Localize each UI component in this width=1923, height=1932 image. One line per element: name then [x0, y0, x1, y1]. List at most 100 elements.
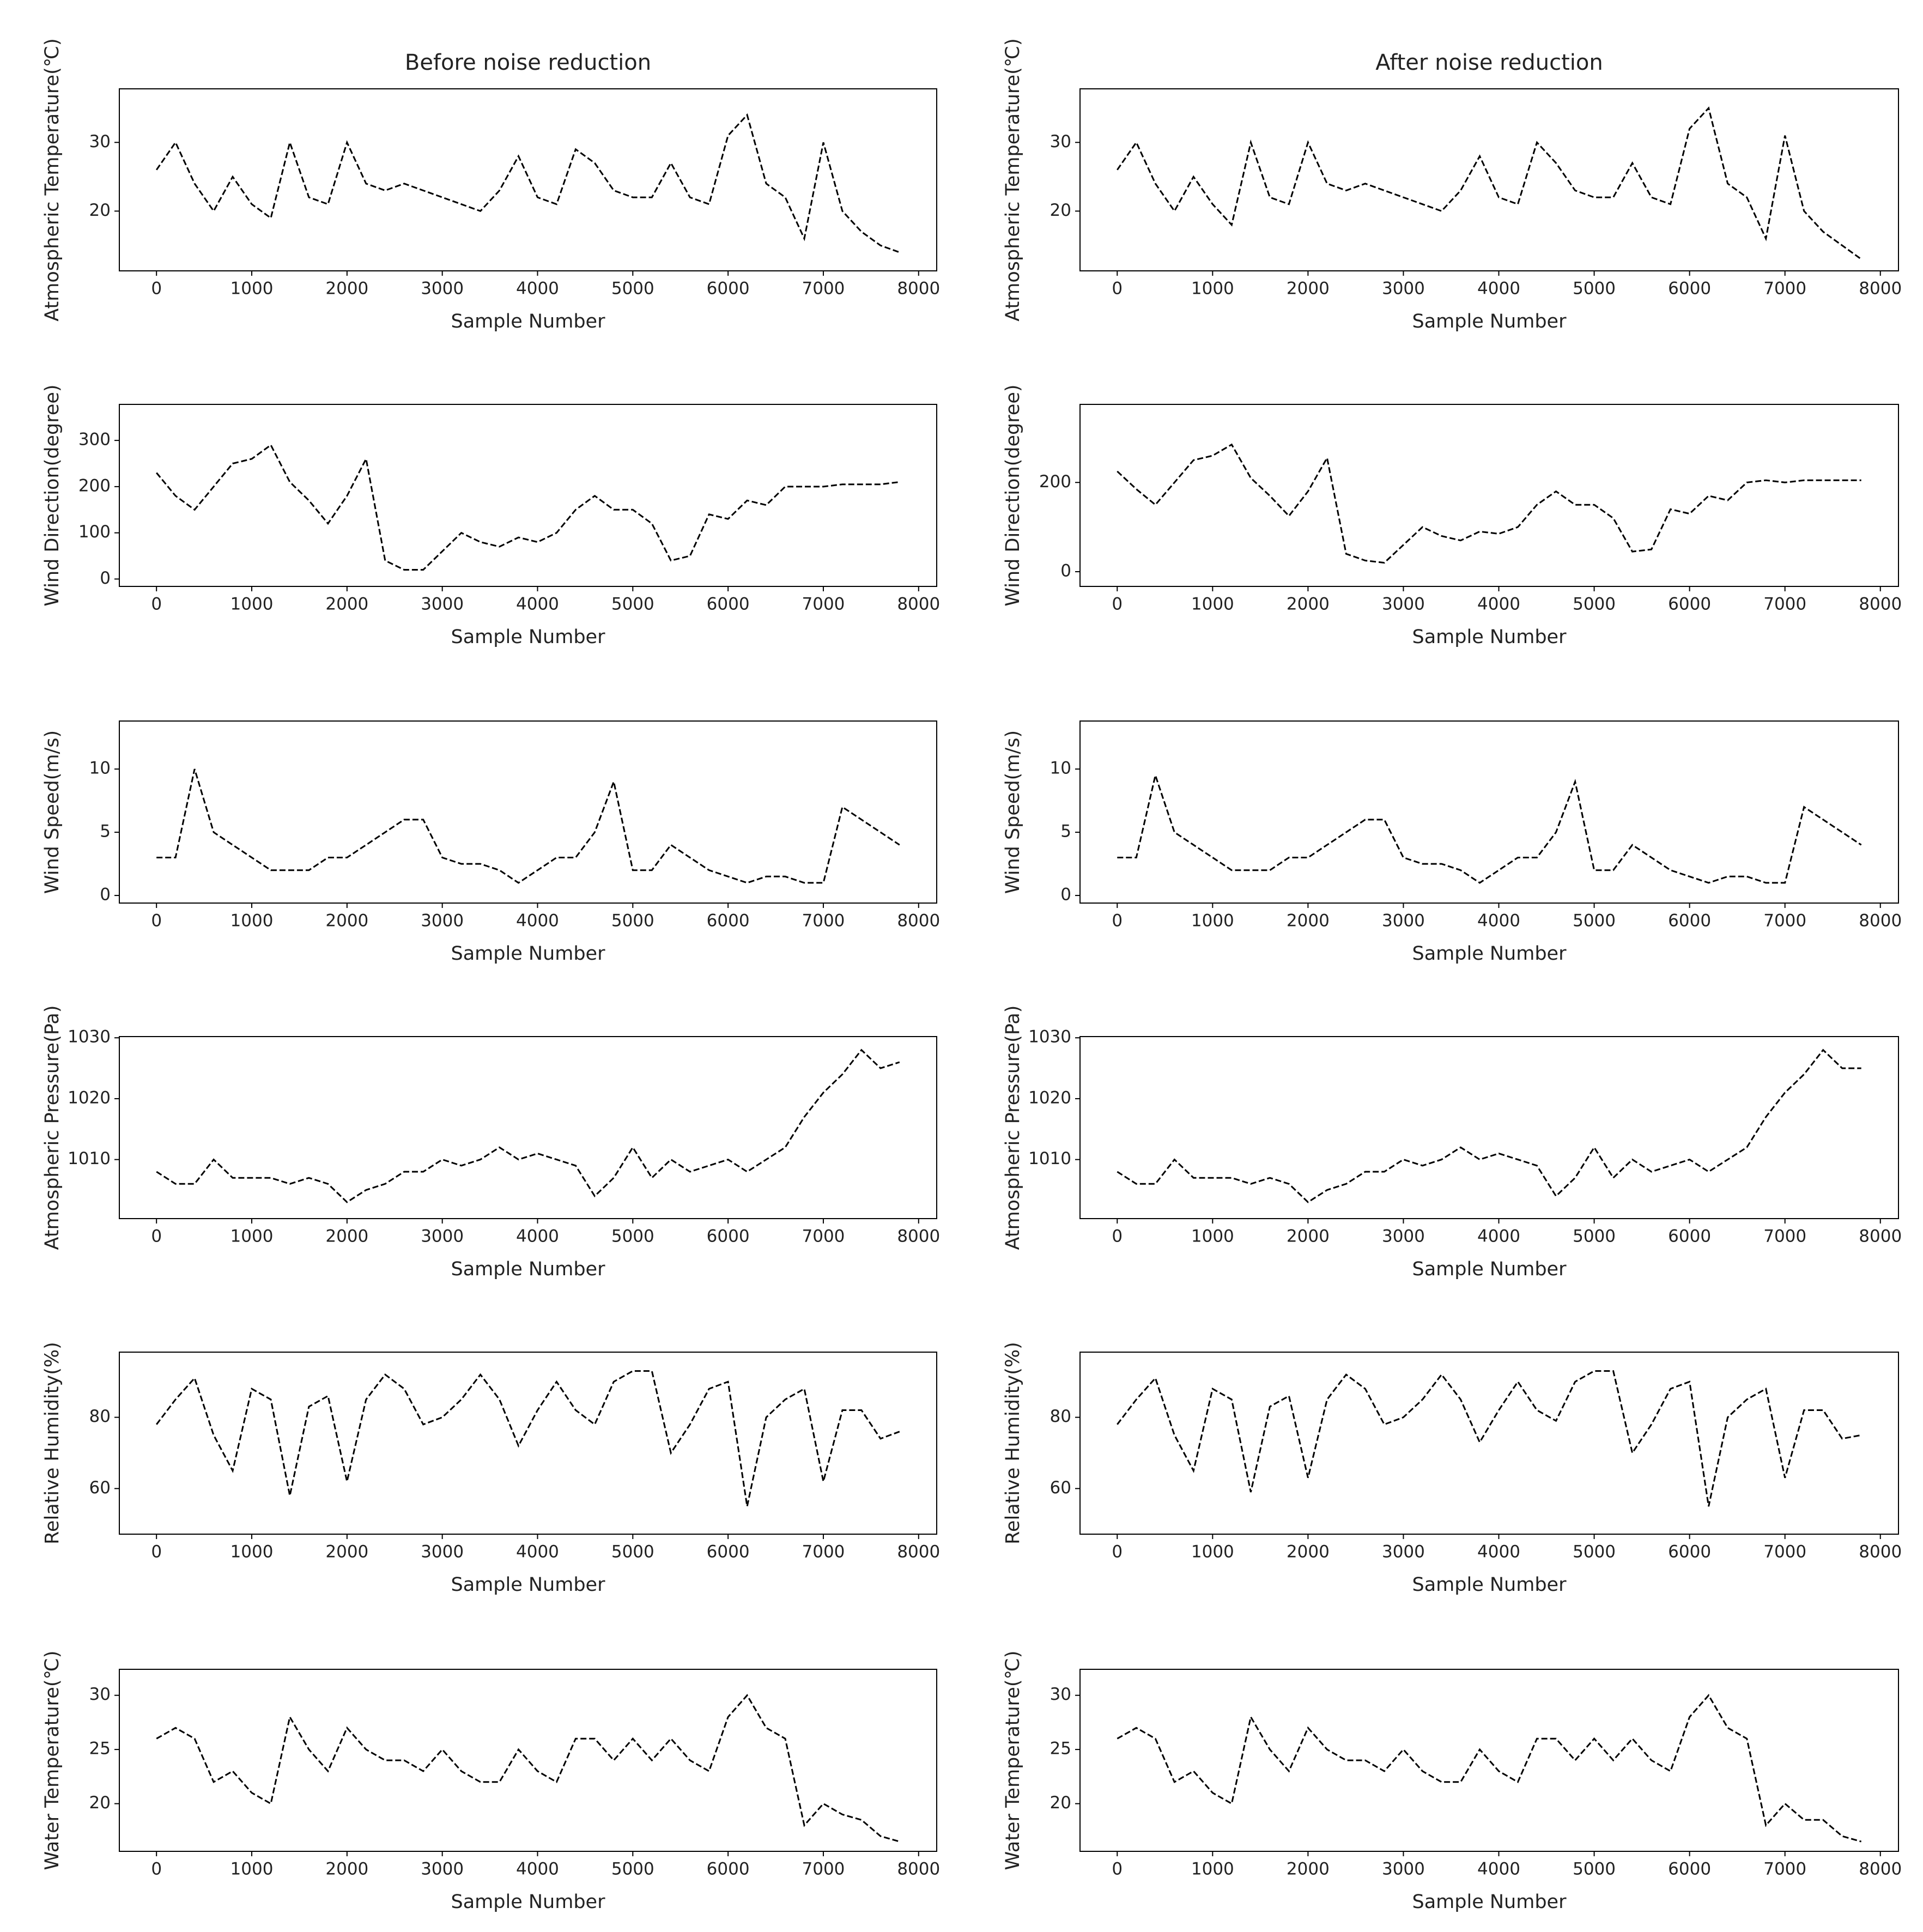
data-line: [1117, 1370, 1861, 1507]
x-axis-label: Sample Number: [451, 1574, 606, 1596]
y-tick-label: 20: [89, 201, 111, 220]
data-line: [156, 1694, 900, 1843]
x-tick-label: 4000: [516, 279, 559, 299]
y-tick-label: 30: [89, 132, 111, 152]
x-tick-label: 3000: [1382, 1542, 1425, 1562]
data-line: [1117, 106, 1862, 260]
x-tick-label: 8000: [1859, 1542, 1902, 1562]
y-tick-label: 30: [1050, 132, 1071, 152]
y-tick-label: 0: [1060, 561, 1071, 580]
x-tick-label: 6000: [1668, 279, 1711, 299]
x-tick-label: 6000: [707, 1542, 750, 1562]
x-tick-label: 6000: [1668, 911, 1711, 931]
axes-frame: [1079, 88, 1899, 271]
y-tick-label: 25: [1050, 1739, 1071, 1759]
y-axis-label: Relative Humidity(%): [1002, 1342, 1024, 1545]
x-tick-label: 3000: [421, 1542, 464, 1562]
x-tick-label: 1000: [230, 1860, 274, 1879]
x-axis-label: Sample Number: [1412, 311, 1567, 332]
x-tick-label: 3000: [421, 595, 464, 614]
x-tick-label: 6000: [1668, 1542, 1711, 1562]
x-tick-label: 1000: [1191, 279, 1234, 299]
y-axis-label: Water Temperature(℃): [1002, 1651, 1024, 1870]
x-tick-label: 7000: [1763, 279, 1806, 299]
x-tick-label: 5000: [611, 1227, 654, 1246]
x-tick-label: 8000: [897, 911, 940, 931]
x-tick-label: 2000: [1287, 595, 1330, 614]
x-tick-label: 2000: [1287, 1860, 1330, 1879]
y-tick-label: 60: [89, 1478, 111, 1498]
x-tick-label: 7000: [1763, 911, 1806, 931]
y-tick-label: 1030: [68, 1027, 111, 1047]
x-tick-label: 2000: [325, 1542, 368, 1562]
data-line: [1117, 772, 1862, 884]
x-tick-label: 4000: [1477, 595, 1520, 614]
x-tick-label: 8000: [1859, 911, 1902, 931]
data-line: [1117, 1049, 1861, 1203]
x-tick-label: 2000: [1287, 1542, 1330, 1562]
y-tick-label: 1010: [1028, 1149, 1071, 1168]
x-tick-label: 3000: [1382, 595, 1425, 614]
x-axis-label: Sample Number: [1412, 1891, 1567, 1913]
y-axis-label: Wind Direction(degree): [41, 384, 63, 606]
data-line: [155, 113, 900, 253]
x-tick-label: 4000: [516, 911, 559, 931]
x-tick-label: 3000: [421, 279, 464, 299]
x-tick-label: 5000: [611, 911, 654, 931]
x-tick-label: 6000: [1668, 595, 1711, 614]
x-axis-label: Sample Number: [451, 626, 606, 648]
x-tick-label: 7000: [802, 279, 845, 299]
x-tick-label: 0: [151, 1227, 162, 1246]
y-tick-label: 5: [100, 822, 111, 841]
x-tick-label: 8000: [897, 1542, 940, 1562]
x-axis-label: Sample Number: [1412, 1574, 1567, 1596]
chart-title: After noise reduction: [1375, 50, 1603, 75]
x-tick-label: 4000: [516, 1227, 559, 1246]
y-tick-label: 0: [100, 568, 111, 588]
x-tick-label: 6000: [707, 595, 750, 614]
y-tick-label: 25: [89, 1739, 111, 1759]
y-tick-label: 1010: [68, 1149, 111, 1168]
x-tick-label: 7000: [802, 1542, 845, 1562]
y-tick-label: 30: [89, 1685, 111, 1704]
x-tick-label: 0: [151, 1860, 162, 1879]
y-tick-label: 1020: [1028, 1088, 1071, 1107]
x-tick-label: 0: [151, 911, 162, 931]
y-axis-label: Atmospheric Pressure(Pa): [41, 1006, 63, 1250]
x-tick-label: 1000: [1191, 1542, 1234, 1562]
x-tick-label: 5000: [611, 1860, 654, 1879]
x-tick-label: 7000: [802, 911, 845, 931]
y-tick-label: 80: [1050, 1407, 1071, 1426]
x-tick-label: 5000: [1573, 911, 1616, 931]
x-tick-label: 7000: [1763, 595, 1806, 614]
axes-frame: [1079, 720, 1899, 904]
y-axis-label: Water Temperature(℃): [41, 1651, 63, 1870]
x-tick-label: 0: [1112, 911, 1123, 931]
x-tick-label: 5000: [1573, 595, 1616, 614]
axes-frame: [119, 1036, 937, 1219]
data-line: [156, 444, 900, 571]
y-tick-label: 1030: [1028, 1027, 1071, 1047]
x-tick-label: 6000: [1668, 1860, 1711, 1879]
x-tick-label: 7000: [802, 595, 845, 614]
y-tick-label: 300: [78, 430, 111, 450]
x-tick-label: 2000: [1287, 911, 1330, 931]
y-tick-label: 60: [1050, 1478, 1071, 1498]
x-tick-label: 1000: [230, 1542, 274, 1562]
axes-frame: [1079, 1036, 1899, 1219]
x-tick-label: 7000: [802, 1860, 845, 1879]
x-tick-label: 1000: [230, 911, 274, 931]
y-tick-label: 200: [1039, 472, 1071, 492]
x-tick-label: 5000: [1573, 1542, 1616, 1562]
x-tick-label: 0: [1112, 1227, 1123, 1246]
y-tick-label: 20: [1050, 1793, 1071, 1813]
y-axis-label: Wind Speed(m/s): [41, 730, 63, 894]
axes-frame: [1079, 404, 1899, 587]
y-tick-label: 5: [1060, 822, 1071, 841]
data-line: [156, 768, 900, 884]
x-tick-label: 5000: [1573, 279, 1616, 299]
x-axis-label: Sample Number: [451, 311, 606, 332]
x-tick-label: 3000: [1382, 1227, 1425, 1246]
x-tick-label: 4000: [516, 1542, 559, 1562]
y-tick-label: 10: [1050, 759, 1071, 778]
